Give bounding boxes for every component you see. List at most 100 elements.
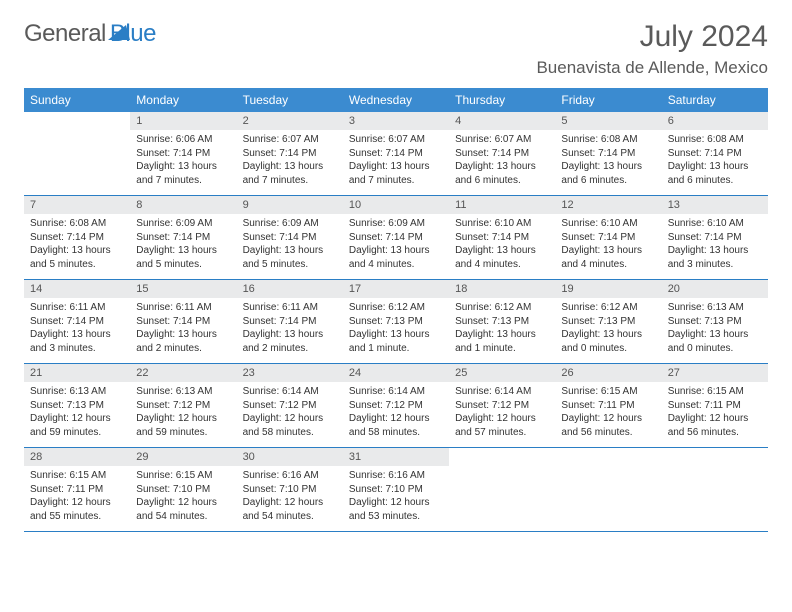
sunrise-text: Sunrise: 6:16 AM	[349, 469, 443, 483]
data-row: Sunrise: 6:15 AMSunset: 7:11 PMDaylight:…	[24, 466, 768, 532]
daylight-text-1: Daylight: 13 hours	[30, 244, 124, 258]
sunset-text: Sunset: 7:12 PM	[455, 399, 549, 413]
sunset-text: Sunset: 7:14 PM	[668, 231, 762, 245]
day-number-cell: 27	[662, 364, 768, 382]
data-row: Sunrise: 6:13 AMSunset: 7:13 PMDaylight:…	[24, 382, 768, 448]
day-number-cell	[662, 448, 768, 466]
daynum-row: 78910111213	[24, 196, 768, 214]
day-number-cell: 29	[130, 448, 236, 466]
daynum-row: 28293031	[24, 448, 768, 466]
day-data-cell: Sunrise: 6:13 AMSunset: 7:13 PMDaylight:…	[24, 382, 130, 448]
sunset-text: Sunset: 7:14 PM	[349, 231, 443, 245]
sunset-text: Sunset: 7:14 PM	[455, 231, 549, 245]
day-number-cell: 20	[662, 280, 768, 298]
weekday-header: Thursday	[449, 88, 555, 112]
weekday-header: Wednesday	[343, 88, 449, 112]
sunset-text: Sunset: 7:13 PM	[455, 315, 549, 329]
daylight-text-1: Daylight: 12 hours	[349, 496, 443, 510]
daylight-text-1: Daylight: 13 hours	[455, 244, 549, 258]
logo-text-1: General	[24, 20, 106, 48]
sunset-text: Sunset: 7:14 PM	[668, 147, 762, 161]
daylight-text-1: Daylight: 13 hours	[30, 328, 124, 342]
day-data-cell: Sunrise: 6:06 AMSunset: 7:14 PMDaylight:…	[130, 130, 236, 196]
daylight-text-1: Daylight: 13 hours	[136, 244, 230, 258]
sunset-text: Sunset: 7:12 PM	[243, 399, 337, 413]
daylight-text-2: and 6 minutes.	[455, 174, 549, 188]
daylight-text-1: Daylight: 13 hours	[243, 244, 337, 258]
separator-row	[24, 532, 768, 533]
day-number-cell: 25	[449, 364, 555, 382]
day-data-cell	[662, 466, 768, 532]
sunset-text: Sunset: 7:11 PM	[561, 399, 655, 413]
day-number-cell: 21	[24, 364, 130, 382]
day-data-cell: Sunrise: 6:10 AMSunset: 7:14 PMDaylight:…	[555, 214, 661, 280]
sunrise-text: Sunrise: 6:15 AM	[668, 385, 762, 399]
day-number-cell: 19	[555, 280, 661, 298]
sunrise-text: Sunrise: 6:09 AM	[349, 217, 443, 231]
daylight-text-1: Daylight: 13 hours	[136, 328, 230, 342]
day-data-cell: Sunrise: 6:09 AMSunset: 7:14 PMDaylight:…	[237, 214, 343, 280]
sunrise-text: Sunrise: 6:11 AM	[136, 301, 230, 315]
day-number-cell: 1	[130, 112, 236, 130]
daylight-text-1: Daylight: 12 hours	[243, 496, 337, 510]
day-data-cell: Sunrise: 6:16 AMSunset: 7:10 PMDaylight:…	[343, 466, 449, 532]
month-title: July 2024	[536, 20, 768, 54]
daylight-text-2: and 4 minutes.	[561, 258, 655, 272]
day-data-cell: Sunrise: 6:11 AMSunset: 7:14 PMDaylight:…	[237, 298, 343, 364]
day-data-cell: Sunrise: 6:14 AMSunset: 7:12 PMDaylight:…	[343, 382, 449, 448]
weekday-header: Tuesday	[237, 88, 343, 112]
daylight-text-1: Daylight: 13 hours	[455, 160, 549, 174]
daynum-row: 123456	[24, 112, 768, 130]
sunrise-text: Sunrise: 6:12 AM	[561, 301, 655, 315]
daylight-text-2: and 55 minutes.	[30, 510, 124, 524]
sunrise-text: Sunrise: 6:10 AM	[455, 217, 549, 231]
daylight-text-1: Daylight: 13 hours	[561, 160, 655, 174]
day-data-cell: Sunrise: 6:13 AMSunset: 7:13 PMDaylight:…	[662, 298, 768, 364]
calendar-table: Sunday Monday Tuesday Wednesday Thursday…	[24, 88, 768, 532]
sunset-text: Sunset: 7:14 PM	[136, 231, 230, 245]
daylight-text-2: and 4 minutes.	[349, 258, 443, 272]
sunrise-text: Sunrise: 6:08 AM	[30, 217, 124, 231]
day-number-cell: 22	[130, 364, 236, 382]
daylight-text-1: Daylight: 13 hours	[668, 244, 762, 258]
sunrise-text: Sunrise: 6:09 AM	[136, 217, 230, 231]
daylight-text-2: and 3 minutes.	[668, 258, 762, 272]
sunrise-text: Sunrise: 6:07 AM	[243, 133, 337, 147]
sunset-text: Sunset: 7:13 PM	[668, 315, 762, 329]
day-number-cell: 5	[555, 112, 661, 130]
day-number-cell: 8	[130, 196, 236, 214]
daylight-text-1: Daylight: 12 hours	[136, 412, 230, 426]
sunset-text: Sunset: 7:14 PM	[136, 315, 230, 329]
sunset-text: Sunset: 7:14 PM	[561, 231, 655, 245]
sunrise-text: Sunrise: 6:06 AM	[136, 133, 230, 147]
daylight-text-1: Daylight: 13 hours	[561, 244, 655, 258]
day-data-cell: Sunrise: 6:14 AMSunset: 7:12 PMDaylight:…	[449, 382, 555, 448]
title-block: July 2024 Buenavista de Allende, Mexico	[536, 20, 768, 78]
day-number-cell: 4	[449, 112, 555, 130]
daynum-row: 21222324252627	[24, 364, 768, 382]
sunset-text: Sunset: 7:11 PM	[30, 483, 124, 497]
day-data-cell: Sunrise: 6:10 AMSunset: 7:14 PMDaylight:…	[449, 214, 555, 280]
sunrise-text: Sunrise: 6:14 AM	[243, 385, 337, 399]
daylight-text-2: and 7 minutes.	[349, 174, 443, 188]
sunrise-text: Sunrise: 6:11 AM	[243, 301, 337, 315]
day-number-cell: 13	[662, 196, 768, 214]
day-number-cell: 23	[237, 364, 343, 382]
header: General Blue July 2024 Buenavista de All…	[24, 20, 768, 78]
daylight-text-1: Daylight: 12 hours	[455, 412, 549, 426]
day-data-cell: Sunrise: 6:11 AMSunset: 7:14 PMDaylight:…	[130, 298, 236, 364]
sunset-text: Sunset: 7:12 PM	[136, 399, 230, 413]
day-data-cell: Sunrise: 6:12 AMSunset: 7:13 PMDaylight:…	[449, 298, 555, 364]
day-data-cell: Sunrise: 6:08 AMSunset: 7:14 PMDaylight:…	[555, 130, 661, 196]
daylight-text-2: and 53 minutes.	[349, 510, 443, 524]
daylight-text-1: Daylight: 12 hours	[349, 412, 443, 426]
day-data-cell: Sunrise: 6:15 AMSunset: 7:11 PMDaylight:…	[555, 382, 661, 448]
sunset-text: Sunset: 7:10 PM	[349, 483, 443, 497]
daynum-row: 14151617181920	[24, 280, 768, 298]
daylight-text-2: and 4 minutes.	[455, 258, 549, 272]
location: Buenavista de Allende, Mexico	[536, 58, 768, 78]
day-number-cell: 31	[343, 448, 449, 466]
sunrise-text: Sunrise: 6:10 AM	[668, 217, 762, 231]
daylight-text-2: and 58 minutes.	[349, 426, 443, 440]
daylight-text-2: and 56 minutes.	[561, 426, 655, 440]
